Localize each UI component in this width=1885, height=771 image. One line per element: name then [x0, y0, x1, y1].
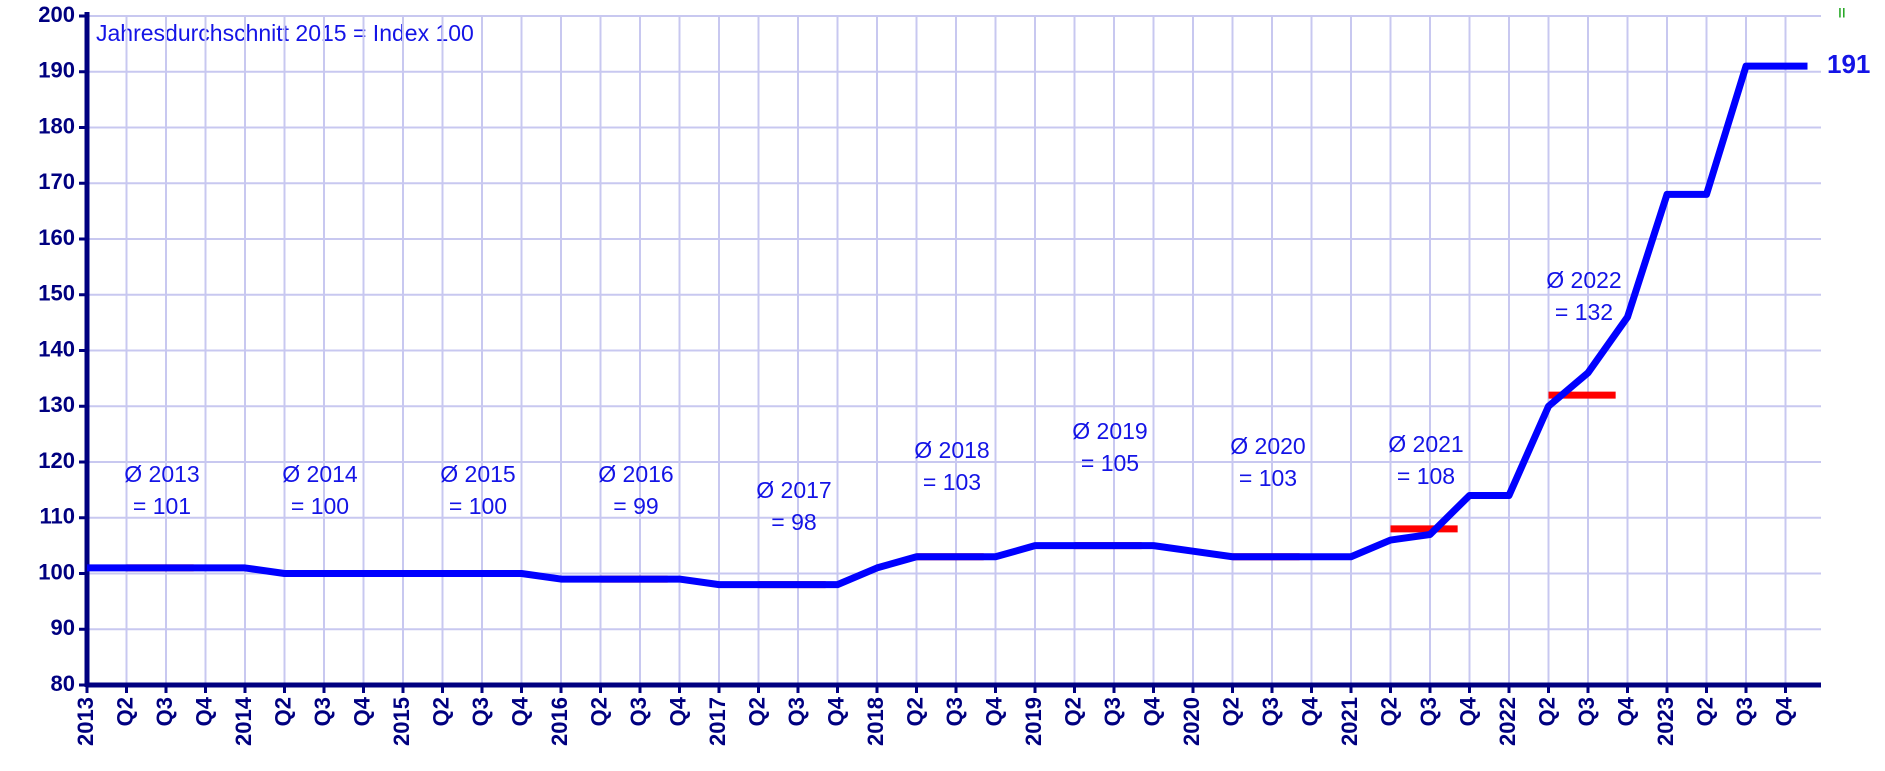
- average-value: = 101: [133, 493, 191, 519]
- x-tick-label: Q3: [1258, 697, 1283, 726]
- average-value: = 105: [1081, 450, 1139, 476]
- average-value: = 132: [1555, 299, 1613, 325]
- x-tick-label: Q3: [626, 697, 651, 726]
- y-tick-label: 130: [38, 392, 75, 417]
- y-tick-label: 80: [51, 671, 75, 696]
- x-tick-label: Q4: [349, 696, 374, 726]
- x-tick-label: Q2: [1060, 697, 1085, 726]
- x-tick-label: Q3: [1416, 697, 1441, 726]
- average-value: = 99: [613, 493, 658, 519]
- x-tick-label: Q4: [507, 696, 532, 726]
- average-label: Ø 2016: [598, 461, 673, 487]
- average-label: Ø 2020: [1230, 433, 1305, 459]
- corner-mark: II: [1838, 5, 1846, 21]
- average-label: Ø 2021: [1388, 431, 1463, 457]
- x-tick-label: Q3: [468, 697, 493, 726]
- x-tick-label: Q3: [1100, 697, 1125, 726]
- average-label: Ø 2018: [914, 437, 989, 463]
- x-tick-label: Q4: [191, 696, 216, 726]
- average-value: = 103: [1239, 465, 1297, 491]
- average-value: = 100: [291, 493, 349, 519]
- x-tick-label: Q2: [1692, 697, 1717, 726]
- y-tick-label: 150: [38, 281, 75, 306]
- x-tick-label: Q2: [586, 697, 611, 726]
- y-tick-label: 90: [51, 615, 75, 640]
- x-tick-label: 2014: [231, 696, 256, 746]
- average-label: Ø 2014: [282, 461, 358, 487]
- x-tick-label: Q4: [665, 696, 690, 726]
- y-tick-label: 170: [38, 169, 75, 194]
- x-tick-label: Q2: [428, 697, 453, 726]
- x-tick-label: Q2: [112, 697, 137, 726]
- x-tick-label: Q2: [1218, 697, 1243, 726]
- average-label: Ø 2019: [1072, 418, 1147, 444]
- x-tick-label: 2018: [863, 697, 888, 746]
- y-tick-label: 110: [40, 504, 76, 529]
- x-tick-label: 2019: [1021, 697, 1046, 746]
- average-label: Ø 2017: [756, 477, 831, 503]
- x-tick-label: 2021: [1337, 697, 1362, 746]
- x-tick-label: Q4: [1613, 696, 1638, 726]
- x-tick-label: 2013: [73, 697, 98, 746]
- x-tick-label: 2015: [389, 697, 414, 746]
- x-tick-label: Q4: [1771, 696, 1796, 726]
- x-tick-label: Q4: [1297, 696, 1322, 726]
- end-label: 191: [1827, 49, 1870, 79]
- x-tick-label: Q3: [784, 697, 809, 726]
- y-tick-label: 180: [38, 113, 75, 138]
- x-tick-label: Q4: [1139, 696, 1164, 726]
- y-tick-label: 120: [38, 448, 75, 473]
- x-tick-label: 2016: [547, 697, 572, 746]
- series-line: [87, 62, 1808, 589]
- x-tick-label: 2022: [1495, 697, 1520, 746]
- average-value: = 108: [1397, 463, 1455, 489]
- average-value: = 100: [449, 493, 507, 519]
- y-tick-label: 140: [38, 336, 75, 361]
- average-label: Ø 2022: [1546, 267, 1621, 293]
- x-tick-label: Q2: [270, 697, 295, 726]
- x-tick-label: Q2: [1534, 697, 1559, 726]
- average-value: = 103: [923, 469, 981, 495]
- x-tick-label: 2023: [1653, 697, 1678, 746]
- x-tick-label: 2017: [705, 697, 730, 746]
- x-tick-label: Q3: [942, 697, 967, 726]
- x-tick-label: Q2: [902, 697, 927, 726]
- x-tick-label: Q4: [981, 696, 1006, 726]
- x-tick-label: Q4: [1455, 696, 1480, 726]
- average-label: Ø 2015: [440, 461, 515, 487]
- average-label: Ø 2013: [124, 461, 199, 487]
- x-tick-label: Q3: [152, 697, 177, 726]
- y-tick-label: 190: [38, 58, 75, 83]
- x-tick-label: Q3: [310, 697, 335, 726]
- x-tick-label: Q3: [1574, 697, 1599, 726]
- y-tick-label: 100: [38, 559, 75, 584]
- average-value: = 98: [771, 509, 816, 535]
- y-tick-label: 200: [38, 2, 75, 27]
- x-tick-label: Q2: [744, 697, 769, 726]
- x-tick-label: Q3: [1732, 697, 1757, 726]
- y-tick-label: 160: [38, 225, 75, 250]
- x-tick-label: Q2: [1376, 697, 1401, 726]
- x-tick-label: Q4: [823, 696, 848, 726]
- x-tick-label: 2020: [1179, 697, 1204, 746]
